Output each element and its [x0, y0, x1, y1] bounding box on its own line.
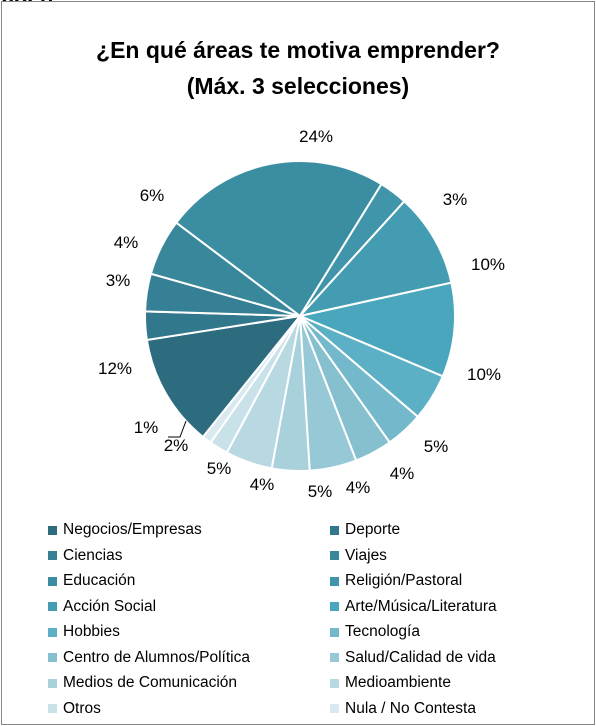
chart-title: ¿En qué áreas te motiva emprender? [96, 37, 500, 63]
pie-slice-negocios-empresas [145, 314, 303, 439]
data-label: 5% [424, 437, 449, 456]
data-label: 10% [471, 255, 505, 274]
data-label: 5% [308, 482, 333, 501]
data-label: 4% [114, 233, 139, 252]
data-label: 1% [134, 418, 159, 437]
pie-slice-viajes [149, 221, 301, 317]
data-label: 24% [299, 127, 333, 146]
data-label: 3% [443, 190, 468, 209]
data-label: 2% [164, 436, 189, 455]
leader-line [168, 420, 187, 438]
pie-slice-arte-música-literatura [296, 281, 456, 378]
pie-slice-educación [174, 160, 383, 318]
data-label: 4% [250, 475, 275, 494]
data-label: 3% [106, 271, 131, 290]
data-label: 4% [390, 464, 415, 483]
data-label: 5% [207, 459, 232, 478]
data-label: 10% [467, 365, 501, 384]
data-label: 4% [346, 478, 371, 497]
data-label: 12% [98, 359, 132, 378]
data-label: 6% [140, 186, 165, 205]
pie-slice-acción-social [297, 199, 453, 318]
chart-subtitle: (Máx. 3 selecciones) [186, 73, 410, 99]
